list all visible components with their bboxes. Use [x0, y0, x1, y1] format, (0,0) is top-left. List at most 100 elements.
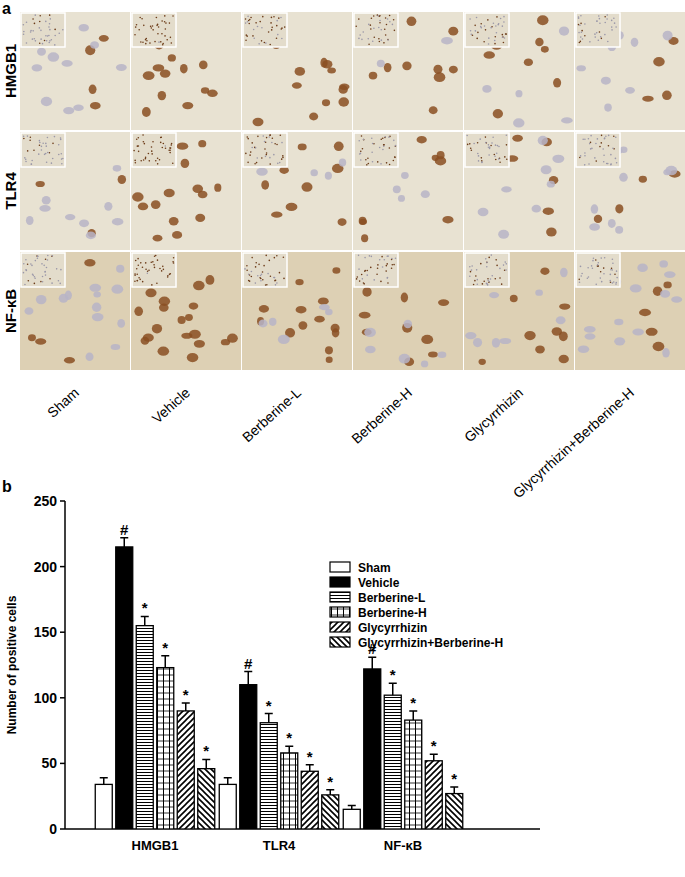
- inset-cell: [51, 162, 53, 164]
- inset-cell: [387, 255, 389, 257]
- inset-cell: [372, 143, 374, 145]
- inset-cell: [157, 163, 159, 165]
- inset-cell: [395, 257, 397, 259]
- inset-cell: [59, 283, 61, 285]
- cell: [604, 104, 612, 112]
- inset-cell: [54, 29, 56, 31]
- inset-cell: [612, 282, 614, 284]
- inset: [243, 13, 287, 47]
- inset-cell: [597, 262, 599, 264]
- inset-cell: [379, 15, 381, 17]
- inset-cell: [494, 40, 496, 42]
- inset-cell: [58, 32, 60, 34]
- inset-cell: [39, 140, 41, 142]
- inset-cell: [140, 41, 142, 43]
- inset-cell: [470, 33, 472, 35]
- cell: [559, 303, 570, 309]
- micrograph-bg: [131, 12, 241, 130]
- legend-label: Sham: [358, 561, 391, 575]
- inset-cell: [34, 14, 36, 16]
- inset-cell: [371, 137, 373, 139]
- inset-cell: [27, 135, 29, 137]
- inset-cell: [589, 41, 591, 43]
- inset-cell: [376, 273, 378, 275]
- inset-cell: [148, 153, 150, 155]
- inset-cell: [160, 136, 162, 138]
- error-bar: [306, 765, 314, 772]
- inset-cell: [49, 152, 51, 154]
- inset-cell: [579, 24, 581, 26]
- inset-cell: [580, 36, 582, 38]
- bar: [425, 761, 442, 829]
- inset-cell: [486, 283, 488, 285]
- inset-cell: [171, 143, 173, 145]
- inset-cell: [606, 18, 608, 20]
- micrograph: [575, 132, 685, 250]
- cell: [181, 159, 190, 168]
- inset-cell: [593, 257, 595, 259]
- inset-cell: [25, 269, 27, 271]
- inset-cell: [280, 134, 282, 136]
- inset-cell: [384, 28, 386, 30]
- cell: [639, 309, 651, 316]
- inset-cell: [488, 154, 490, 156]
- inset-cell: [277, 163, 279, 165]
- legend-label: Glycyrrhizin+Berberine-H: [358, 636, 503, 650]
- bar: [198, 769, 215, 829]
- error-bar: [100, 778, 108, 785]
- inset-cell: [578, 279, 580, 281]
- inset-cell: [273, 277, 275, 279]
- inset-cell: [600, 142, 602, 144]
- inset-cell: [364, 257, 366, 259]
- bar: [116, 547, 133, 829]
- cell: [181, 333, 192, 339]
- inset-cell: [479, 138, 481, 140]
- inset-cell: [246, 269, 248, 271]
- inset-cell: [137, 280, 139, 282]
- cell: [524, 58, 533, 66]
- inset-cell: [373, 15, 375, 17]
- inset-cell: [385, 136, 387, 138]
- error-bar: [182, 703, 190, 711]
- inset-cell: [61, 163, 63, 165]
- inset-cell: [167, 275, 169, 277]
- cell: [553, 78, 561, 87]
- inset-cell: [278, 17, 280, 19]
- inset-cell: [41, 149, 43, 151]
- cell: [614, 319, 623, 326]
- inset-cell: [47, 35, 49, 37]
- inset-cell: [382, 266, 384, 268]
- inset-cell: [39, 144, 41, 146]
- inset-cell: [365, 159, 367, 161]
- cell: [501, 186, 511, 192]
- inset-cell: [164, 15, 166, 17]
- significance: *: [327, 773, 333, 790]
- inset-cell: [248, 20, 250, 22]
- bar: [219, 784, 236, 829]
- cell: [401, 293, 408, 303]
- cell: [384, 63, 392, 72]
- inset-cell: [494, 43, 496, 45]
- inset-cell: [255, 22, 257, 24]
- inset-cell: [245, 34, 247, 36]
- cell: [26, 216, 34, 225]
- y-tick-label: 0: [49, 821, 57, 837]
- micrograph-bg: [464, 132, 574, 250]
- inset-cell: [152, 261, 154, 263]
- inset-cell: [492, 137, 494, 139]
- inset-cell: [361, 39, 363, 41]
- cell: [513, 118, 524, 127]
- x-tick-label: TLR4: [263, 838, 296, 853]
- cell: [298, 321, 307, 329]
- inset-cell: [47, 137, 49, 139]
- error-bar: [430, 754, 438, 761]
- inset-cell: [148, 269, 150, 271]
- inset-cell: [247, 21, 249, 23]
- inset-cell: [371, 151, 373, 153]
- micrograph: [353, 252, 463, 370]
- inset-cell: [485, 142, 487, 144]
- cell: [37, 48, 46, 56]
- inset-cell: [275, 284, 277, 286]
- cell: [145, 288, 156, 297]
- y-tick-label: 150: [34, 624, 58, 640]
